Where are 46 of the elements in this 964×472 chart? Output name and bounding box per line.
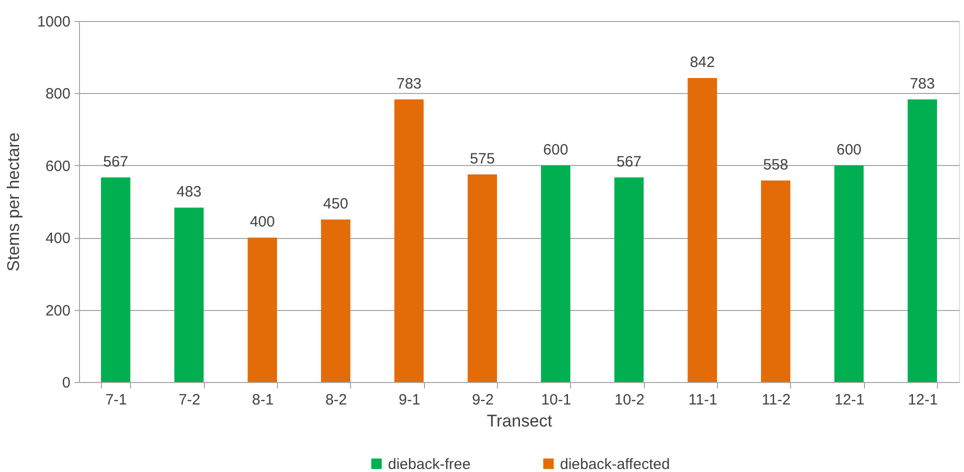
y-tick-label: 800 bbox=[45, 86, 70, 103]
data-label: 400 bbox=[250, 214, 275, 231]
y-tick-label: 1000 bbox=[37, 14, 70, 30]
bar bbox=[688, 78, 717, 382]
data-label: 575 bbox=[470, 150, 495, 168]
x-tick-label: 7-2 bbox=[178, 392, 200, 408]
bar bbox=[101, 177, 130, 382]
bar bbox=[614, 177, 644, 382]
data-label: 842 bbox=[690, 54, 715, 72]
x-tick-label: 8-1 bbox=[252, 392, 274, 408]
data-label: 483 bbox=[176, 184, 202, 201]
bar bbox=[761, 180, 790, 382]
bar bbox=[174, 208, 204, 382]
y-tick-label: 0 bbox=[62, 374, 70, 392]
data-label: 600 bbox=[836, 141, 862, 158]
y-tick-label: 200 bbox=[45, 302, 70, 320]
y-axis-title: Stems per hectare bbox=[4, 132, 24, 272]
data-label: 567 bbox=[616, 153, 642, 170]
x-tick-label: 7-1 bbox=[105, 392, 128, 408]
x-tick-label: 11-1 bbox=[688, 392, 718, 408]
data-label: 600 bbox=[543, 141, 568, 158]
bar bbox=[834, 165, 864, 382]
legend-label: dieback-free bbox=[388, 456, 471, 472]
x-tick-label: 8-2 bbox=[325, 392, 348, 408]
data-label: 450 bbox=[323, 196, 348, 213]
bar bbox=[908, 99, 937, 382]
x-tick-label: 9-2 bbox=[472, 392, 494, 408]
x-tick-label: 12-1 bbox=[834, 392, 865, 408]
x-tick-label: 11-2 bbox=[762, 392, 791, 408]
bar bbox=[321, 220, 350, 382]
bar bbox=[468, 174, 497, 382]
x-axis-title: Transect bbox=[486, 412, 553, 430]
x-tick-label: 12-1 bbox=[908, 392, 938, 408]
x-tick-label: 10-1 bbox=[541, 392, 572, 408]
y-tick-label: 400 bbox=[45, 230, 70, 248]
bar bbox=[248, 238, 277, 382]
data-label: 783 bbox=[396, 75, 422, 92]
data-label: 567 bbox=[103, 153, 128, 170]
legend-label: dieback-affected bbox=[560, 456, 670, 472]
bar bbox=[394, 99, 424, 382]
x-tick-label: 10-2 bbox=[614, 392, 645, 408]
x-tick-label: 9-1 bbox=[398, 392, 420, 408]
data-label: 783 bbox=[910, 75, 935, 92]
data-label: 558 bbox=[763, 156, 788, 174]
bar bbox=[541, 165, 570, 382]
y-tick-label: 600 bbox=[45, 158, 70, 175]
